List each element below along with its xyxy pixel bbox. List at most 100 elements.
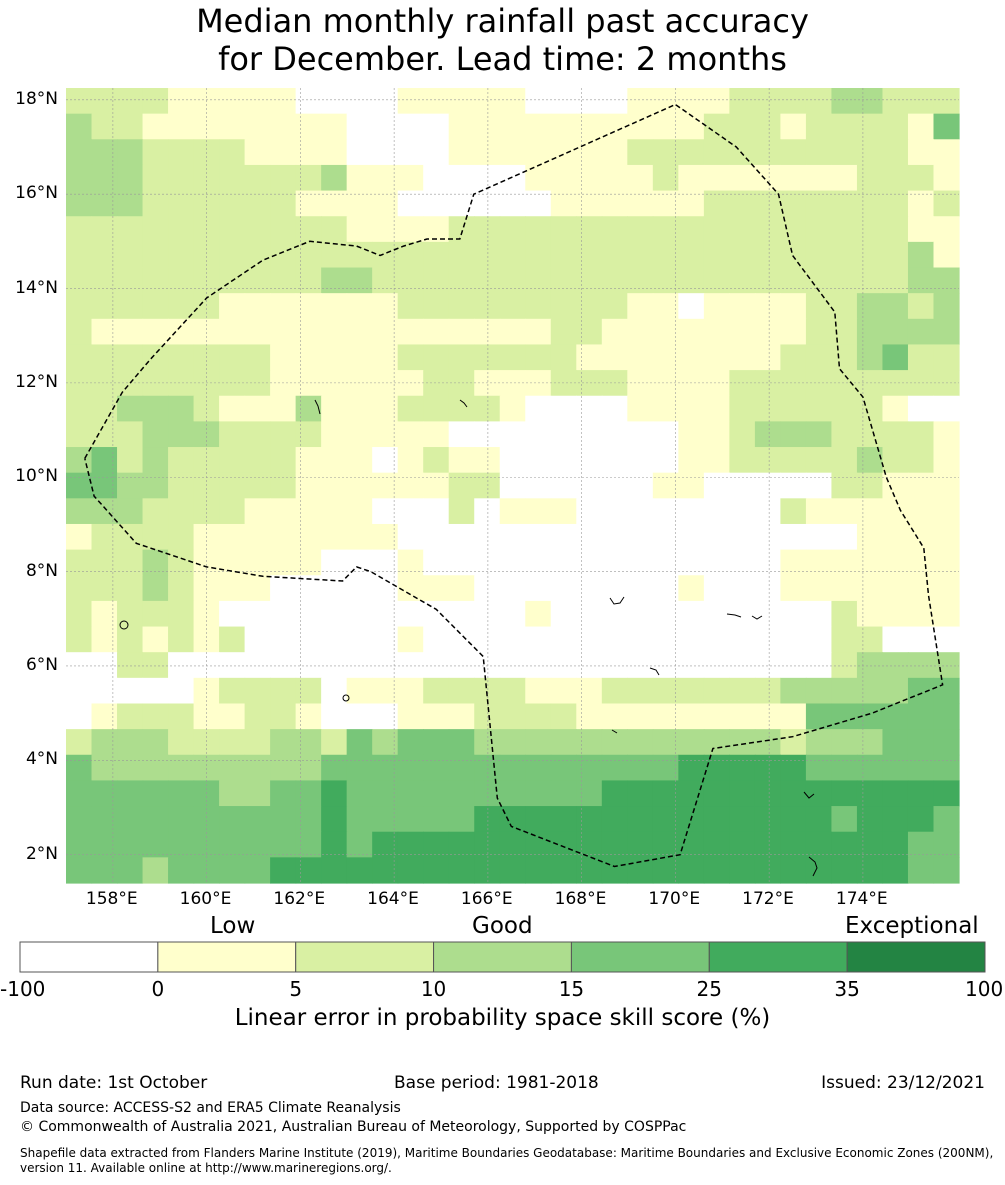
grid-cell	[474, 318, 501, 346]
grid-cell	[244, 472, 271, 499]
grid-cell	[525, 447, 552, 474]
grid-cell	[499, 267, 526, 294]
grid-cell	[550, 241, 577, 269]
grid-cell	[805, 806, 833, 833]
island	[119, 620, 129, 630]
grid-cell	[907, 344, 935, 371]
grid-cell	[244, 600, 271, 628]
grid-cell	[729, 395, 756, 422]
grid-cell	[550, 447, 577, 474]
copyright: © Commonwealth of Australia 2021, Austra…	[20, 1119, 687, 1135]
grid-cell	[321, 190, 348, 217]
grid-cell	[601, 806, 628, 833]
grid-cell	[576, 754, 603, 782]
grid-cell	[142, 113, 169, 140]
grid-cell	[831, 498, 858, 525]
grid-cell	[652, 523, 679, 551]
grid-cell	[703, 626, 730, 653]
grid-cell	[627, 575, 654, 602]
grid-cell	[652, 831, 679, 858]
grid-cell	[117, 626, 144, 653]
grid-cell	[729, 421, 756, 448]
grid-cell	[346, 370, 373, 397]
grid-cell	[244, 677, 271, 705]
grid-cell	[678, 88, 705, 115]
grid-cell	[882, 190, 909, 217]
grid-cell	[780, 626, 807, 653]
colorbar-category-exceptional: Exceptional	[845, 913, 979, 939]
grid-cell	[270, 857, 297, 884]
grid-cell	[474, 600, 501, 628]
grid-cell	[397, 575, 424, 602]
grid-cell	[91, 626, 118, 653]
grid-cell	[423, 703, 450, 730]
grid-cell	[780, 164, 807, 192]
grid-cell	[601, 164, 628, 192]
grid-cell	[729, 549, 756, 576]
grid-cell	[882, 523, 909, 551]
grid-cell	[219, 806, 246, 833]
grid-cell	[66, 267, 93, 294]
latitude-label: 2°N	[25, 843, 58, 864]
grid-cell	[627, 472, 654, 499]
grid-cell	[882, 241, 909, 269]
grid-cell	[525, 754, 552, 782]
grid-cell	[474, 472, 501, 499]
grid-cell	[627, 370, 654, 397]
grid-cell	[117, 318, 144, 346]
grid-cell	[499, 318, 526, 346]
colorbar-tick-label: 100	[965, 977, 1004, 1001]
grid-cell	[576, 498, 603, 525]
grid-cell	[474, 88, 501, 115]
grid-cell	[652, 472, 679, 499]
island	[751, 615, 763, 620]
grid-cell	[907, 575, 935, 602]
grid-cell	[397, 113, 424, 140]
grid-cell	[244, 113, 271, 140]
grid-cell	[882, 549, 909, 576]
grid-cell	[499, 652, 526, 679]
grid-cell	[270, 831, 297, 858]
grid-cell	[117, 344, 144, 371]
grid-cell	[448, 677, 475, 705]
grid-cell	[550, 370, 577, 397]
grid-cell	[576, 472, 603, 499]
grid-cell	[882, 472, 909, 499]
grid-cell	[627, 806, 654, 833]
grid-cell	[627, 549, 654, 576]
grid-cell	[117, 113, 144, 140]
grid-cell	[805, 472, 833, 499]
grid-cell	[244, 139, 271, 166]
grid-cell	[805, 164, 833, 192]
grid-cell	[882, 344, 909, 371]
grid-cell	[168, 754, 195, 782]
grid-cell	[91, 600, 118, 628]
grid-cell	[805, 652, 833, 679]
grid-cell	[729, 447, 756, 474]
grid-cell	[168, 703, 195, 730]
grid-cell	[933, 447, 960, 474]
grid-cell	[576, 447, 603, 474]
grid-cell	[933, 498, 960, 525]
grid-cell	[423, 498, 450, 525]
grid-cell	[652, 421, 679, 448]
grid-cell	[627, 216, 654, 243]
grid-cell	[882, 857, 909, 884]
grid-cell	[703, 164, 730, 192]
grid-cell	[346, 806, 373, 833]
grid-cell	[678, 652, 705, 679]
grid-cell	[933, 88, 960, 115]
grid-cell	[219, 626, 246, 653]
grid-cell	[652, 806, 679, 833]
grid-cell	[780, 857, 807, 884]
grid-cell	[474, 113, 501, 140]
grid-cell	[244, 164, 271, 192]
grid-cell	[729, 831, 756, 858]
grid-cell	[474, 806, 501, 833]
grid-cell	[703, 831, 730, 858]
grid-cell	[627, 703, 654, 730]
grid-cell	[142, 652, 169, 679]
grid-cell	[321, 806, 348, 833]
grid-cell	[652, 267, 679, 294]
grid-cell	[831, 447, 858, 474]
